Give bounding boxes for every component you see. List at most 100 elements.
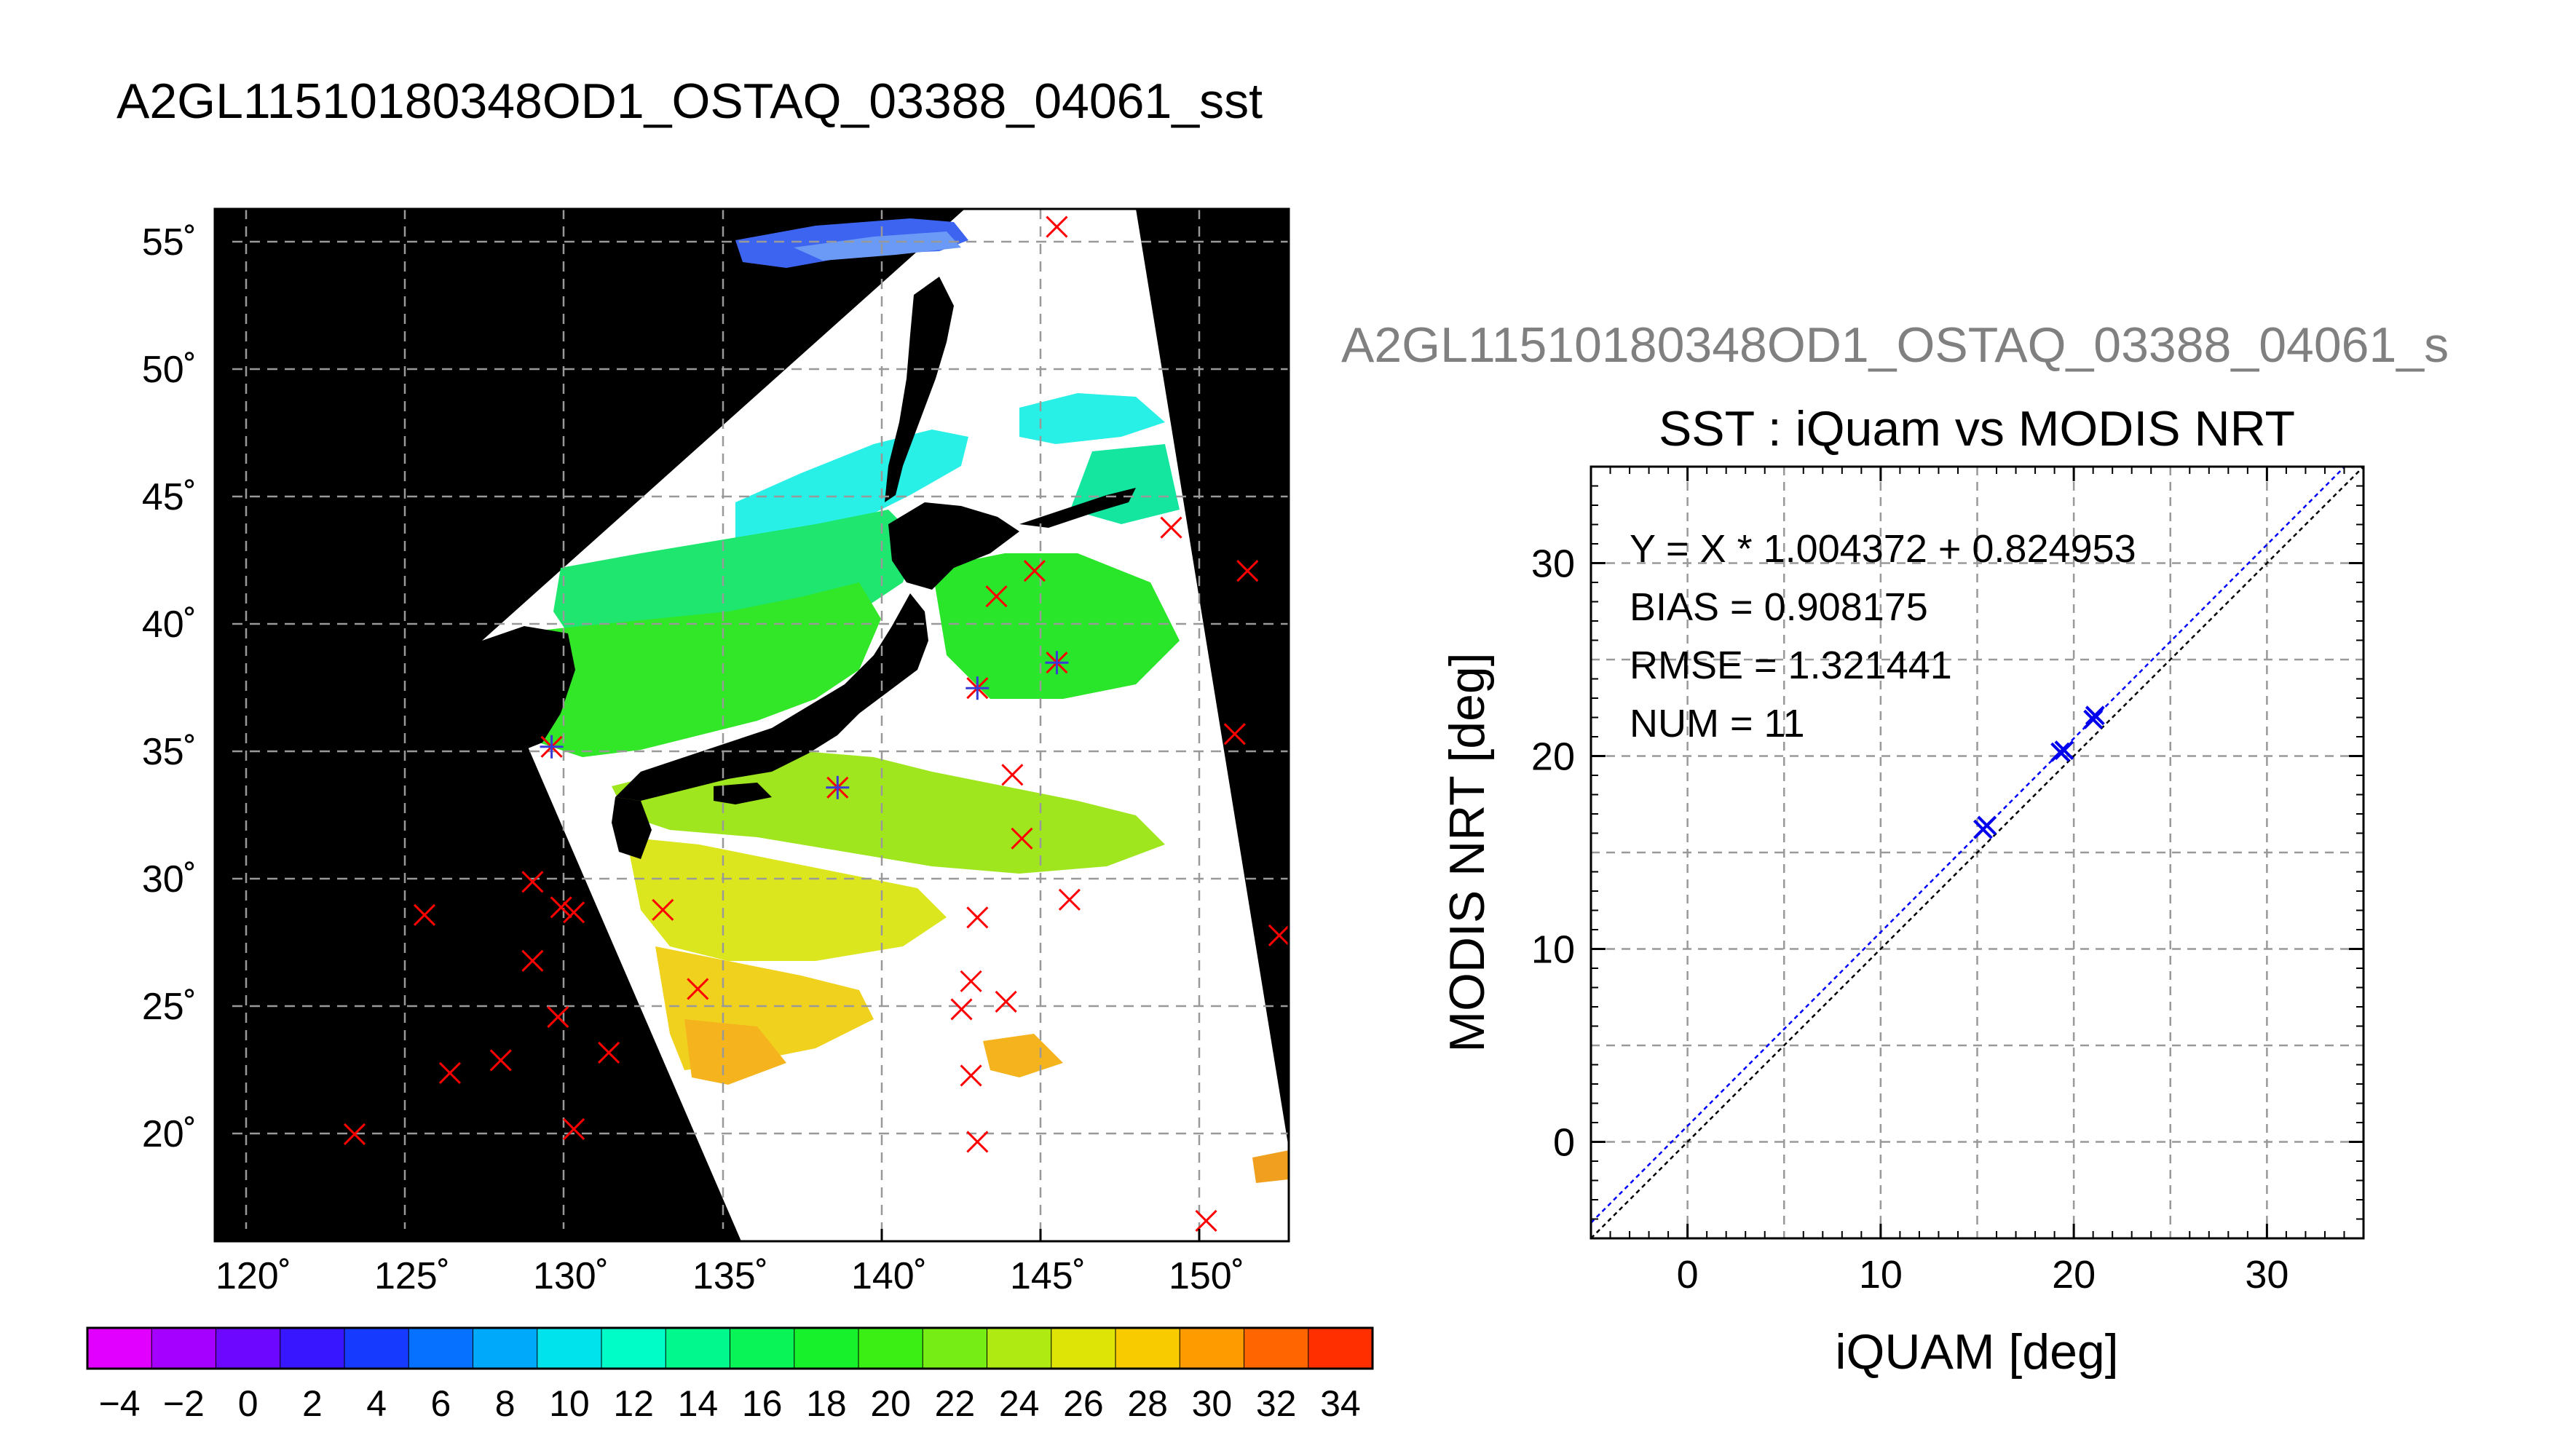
rejected-matchup-marker bbox=[1023, 560, 1046, 582]
rejected-matchup-marker bbox=[1046, 215, 1068, 238]
map-ytick-label: 55˚ bbox=[142, 221, 197, 264]
identity-line bbox=[1591, 467, 2364, 1238]
sst-patch-southeast bbox=[983, 1034, 1063, 1077]
rejected-matchup-marker bbox=[521, 871, 544, 893]
rejected-matchup-marker bbox=[950, 998, 973, 1021]
colorbar-tick-label: 4 bbox=[366, 1383, 387, 1424]
rejected-matchup-marker bbox=[1268, 924, 1289, 946]
map-ytick-label: 50˚ bbox=[142, 349, 197, 391]
map-xtick-label: 145˚ bbox=[1010, 1255, 1086, 1297]
scatter-xlabel: iQUAM [deg] bbox=[1835, 1324, 2118, 1380]
map-y-tick-labels: 20˚ 25˚ 30˚ 35˚ 40˚ 45˚ 50˚ 55˚ bbox=[142, 221, 197, 1155]
rejected-matchup-marker bbox=[1058, 888, 1081, 911]
map-xtick-label: 125˚ bbox=[374, 1255, 450, 1297]
stats-regression: Y = X * 1.004372 + 0.824953 bbox=[1630, 527, 2136, 571]
used-matchup-marker bbox=[826, 775, 850, 799]
colorbar-cell bbox=[408, 1327, 474, 1369]
colorbar-tick-label: 26 bbox=[1063, 1383, 1104, 1424]
rejected-matchup-marker bbox=[563, 1117, 585, 1141]
sst-field bbox=[510, 218, 1289, 1183]
rejected-matchup-marker bbox=[1195, 1209, 1217, 1233]
sst-patch-south-hot-2 bbox=[684, 1019, 786, 1085]
rejected-matchup-marker bbox=[995, 990, 1017, 1013]
stats-bias: BIAS = 0.908175 bbox=[1630, 585, 1928, 629]
scatter-panel: A2GL11510180348OD1_OSTAQ_03388_04061_s S… bbox=[1341, 317, 2449, 1380]
colorbar-cell bbox=[858, 1327, 924, 1369]
colorbar-tick-label: 34 bbox=[1320, 1383, 1361, 1424]
matchup-markers bbox=[343, 215, 1289, 1233]
colorbar: −4 −2 0 2 4 6 8 10 12 14 16 18 20 22 24 26 28 30 32 34 bbox=[86, 1326, 1374, 1424]
scatter-grid bbox=[1591, 467, 2364, 1238]
rejected-matchup-marker bbox=[413, 903, 436, 926]
colorbar-tick-labels: −4 −2 0 2 4 6 8 10 12 14 16 18 20 22 24 26 28 30 32 34 bbox=[99, 1383, 1361, 1424]
colorbar-cell bbox=[151, 1327, 217, 1369]
used-matchup-marker bbox=[540, 735, 564, 759]
colorbar-cell bbox=[1179, 1327, 1245, 1369]
stats-num: NUM = 11 bbox=[1630, 702, 1805, 745]
scatter-point bbox=[2085, 705, 2105, 726]
colorbar-cell bbox=[537, 1327, 603, 1369]
rejected-matchup-marker bbox=[1001, 764, 1024, 786]
colorbar-tick-label: 28 bbox=[1127, 1383, 1168, 1424]
colorbar-tick-label: 22 bbox=[935, 1383, 976, 1424]
landmasses bbox=[482, 277, 1136, 859]
colorbar-cell bbox=[1051, 1327, 1117, 1369]
rejected-matchup-marker bbox=[343, 1123, 366, 1146]
map-ytick-label: 35˚ bbox=[142, 731, 197, 773]
map-frame bbox=[213, 207, 1290, 1243]
scatter-xtick-label: 30 bbox=[2245, 1253, 2289, 1297]
rejected-matchup-marker bbox=[598, 1041, 620, 1064]
map-grid bbox=[215, 209, 1289, 1241]
colorbar-cell bbox=[922, 1327, 988, 1369]
scatter-ticks: 0 10 20 30 0 10 20 30 bbox=[1531, 467, 2364, 1297]
rejected-matchup-marker bbox=[521, 949, 544, 972]
korea bbox=[482, 626, 575, 750]
colorbar-cell bbox=[1115, 1327, 1181, 1369]
colorbar-cell bbox=[601, 1327, 667, 1369]
colorbar-tick-label: 6 bbox=[430, 1383, 451, 1424]
colorbar-frame bbox=[86, 1326, 1374, 1370]
map-ytick-label: 20˚ bbox=[142, 1113, 197, 1155]
colorbar-cell bbox=[280, 1327, 346, 1369]
scatter-ytick-label: 10 bbox=[1531, 928, 1575, 972]
scatter-frame bbox=[1590, 465, 2365, 1240]
scatter-xtick-label: 0 bbox=[1677, 1253, 1699, 1297]
shikoku bbox=[714, 783, 772, 804]
scatter-stats: Y = X * 1.004372 + 0.824953 BIAS = 0.908… bbox=[1630, 527, 2136, 745]
kyushu bbox=[612, 797, 652, 859]
sst-patch-pacific-east bbox=[932, 553, 1180, 699]
map-ytick-label: 45˚ bbox=[142, 476, 197, 518]
colorbar-cell bbox=[730, 1327, 795, 1369]
sst-patch-sea-of-japan-south bbox=[510, 582, 881, 757]
scatter-ylabel: MODIS NRT [deg] bbox=[1440, 652, 1495, 1052]
colorbar-tick-label: 8 bbox=[495, 1383, 516, 1424]
rejected-matchup-marker bbox=[985, 585, 1008, 608]
colorbar-tick-label: 20 bbox=[870, 1383, 911, 1424]
rejected-matchup-marker bbox=[550, 896, 572, 919]
sst-patch-pacific-north bbox=[1019, 393, 1165, 444]
map-ytick-label: 30˚ bbox=[142, 858, 197, 901]
colorbar-tick-label: −4 bbox=[99, 1383, 141, 1424]
rejected-matchup-marker bbox=[966, 906, 989, 929]
colorbar-tick-label: −2 bbox=[163, 1383, 205, 1424]
colorbar-cell bbox=[1308, 1327, 1374, 1369]
colorbar-cell bbox=[344, 1327, 410, 1369]
colorbar-tick-label: 30 bbox=[1192, 1383, 1233, 1424]
used-matchup-marker bbox=[965, 676, 990, 700]
scatter-point bbox=[1977, 815, 1997, 836]
rejected-matchup-marker bbox=[1011, 827, 1033, 850]
colorbar-cell bbox=[87, 1327, 153, 1369]
scatter-ytick-label: 30 bbox=[1531, 542, 1575, 586]
colorbar-tick-label: 10 bbox=[549, 1383, 590, 1424]
sst-patch-sea-of-japan-north bbox=[735, 430, 968, 553]
rejected-matchup-marker bbox=[547, 1005, 569, 1028]
map-tick-marks bbox=[215, 240, 1201, 1241]
colorbar-tick-label: 2 bbox=[302, 1383, 323, 1424]
rejected-matchup-marker bbox=[966, 1131, 989, 1153]
rejected-matchup-marker bbox=[1223, 723, 1246, 745]
map-xtick-label: 135˚ bbox=[692, 1255, 768, 1297]
map-xtick-label: 120˚ bbox=[216, 1255, 291, 1297]
map-x-tick-labels: 120˚ 125˚ 130˚ 135˚ 140˚ 145˚ 150˚ bbox=[216, 1255, 1244, 1297]
map-ytick-label: 25˚ bbox=[142, 986, 197, 1028]
